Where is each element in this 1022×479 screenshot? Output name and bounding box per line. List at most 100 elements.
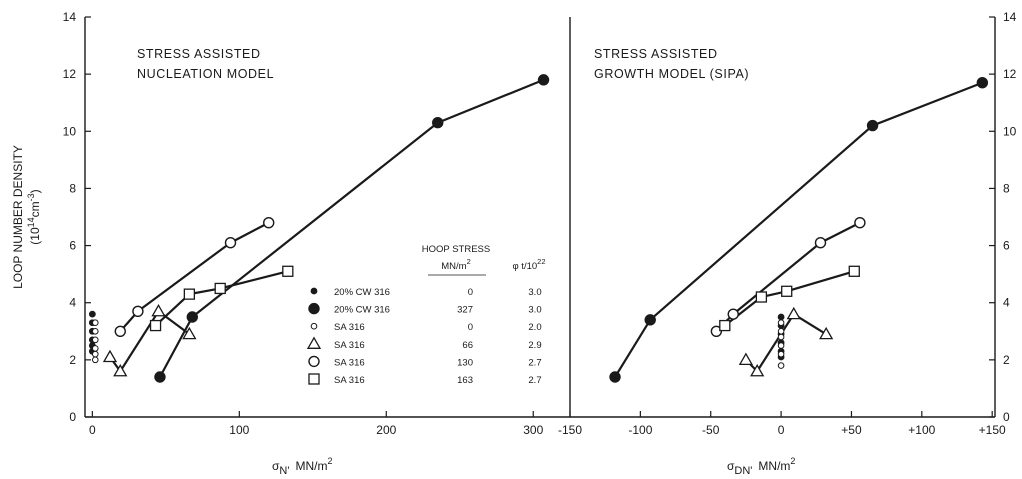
left-y-tick-label: 10 bbox=[63, 124, 77, 138]
legend-fluence: 2.7 bbox=[528, 375, 541, 386]
left-x-tick-label: 100 bbox=[229, 423, 249, 437]
legend-stress: 327 bbox=[457, 305, 473, 316]
legend: HOOP STRESS MN/m2 φ t/1022 20% CW 316 0 3.… bbox=[306, 244, 546, 386]
right-x-tick-label: +150 bbox=[979, 423, 1006, 437]
right-small-open-circle-point bbox=[777, 350, 785, 358]
legend-marker-filled-circle bbox=[308, 302, 320, 315]
legend-stress: 130 bbox=[457, 357, 473, 368]
left-square-line bbox=[154, 270, 289, 327]
left-x-axis-label: σN' MN/m2 bbox=[272, 456, 332, 477]
right-x-tick-label: +100 bbox=[908, 423, 935, 437]
right-y-tick-label: 10 bbox=[1003, 124, 1017, 138]
legend-stress: 0 bbox=[468, 287, 473, 298]
right-y-tick-label: 8 bbox=[1003, 181, 1010, 195]
legend-stress: 66 bbox=[462, 340, 473, 351]
legend-header-stress: HOOP STRESS bbox=[422, 244, 490, 255]
left-y-tick-label: 0 bbox=[69, 410, 76, 424]
left-y-axis-label: LOOP NUMBER DENSITY (1014cm-3) bbox=[11, 145, 42, 289]
legend-fluence: 2.0 bbox=[528, 322, 541, 333]
left-x-symbol: σ bbox=[272, 459, 280, 473]
legend-material: SA 316 bbox=[334, 322, 365, 333]
left-y-tick-label: 6 bbox=[69, 239, 76, 253]
right-x-units-exp: 2 bbox=[790, 456, 795, 466]
legend-material: SA 316 bbox=[334, 375, 365, 386]
right-y-tick-label: 2 bbox=[1003, 353, 1010, 367]
left-triangle-line bbox=[109, 310, 191, 373]
left-title-line-2: NUCLEATION MODEL bbox=[137, 67, 274, 81]
y-label-main: LOOP NUMBER DENSITY bbox=[11, 145, 25, 289]
right-small-open-circle-point bbox=[777, 327, 785, 335]
right-filled-circle-point bbox=[976, 77, 989, 89]
right-filled-circle-point bbox=[866, 119, 879, 132]
left-square-point bbox=[282, 265, 294, 277]
left-triangle-point bbox=[151, 303, 166, 317]
legend-stress: 0 bbox=[468, 322, 473, 333]
legend-fluence-base: φ t/10 bbox=[513, 261, 538, 272]
left-open-circle-line bbox=[119, 221, 270, 333]
y-units-close: ) bbox=[28, 189, 42, 193]
left-small-open-circle-point bbox=[91, 319, 99, 327]
left-square-point bbox=[183, 288, 195, 300]
left-x-units: MN/m bbox=[295, 459, 327, 473]
left-open-circle-point bbox=[263, 217, 275, 229]
left-filled-circle-line bbox=[158, 78, 544, 378]
left-title-line-1: STRESS ASSISTED bbox=[137, 47, 261, 61]
right-y-tick-label: 4 bbox=[1003, 296, 1010, 310]
left-x-tick-label: 0 bbox=[89, 423, 96, 437]
right-x-tick-label: -100 bbox=[628, 423, 652, 437]
left-triangle-point bbox=[113, 363, 128, 377]
left-x-tick-label: 200 bbox=[376, 423, 396, 437]
right-square-point bbox=[719, 319, 731, 332]
y-units-base: (10 bbox=[28, 227, 42, 245]
right-triangle-point bbox=[738, 352, 754, 366]
right-x-tick-label: -150 bbox=[558, 423, 582, 437]
left-x-subscript: N' bbox=[279, 465, 289, 477]
left-small-open-circle-point bbox=[91, 336, 99, 344]
left-y-tick-label: 4 bbox=[69, 296, 76, 310]
left-square-point bbox=[149, 319, 162, 332]
right-square-line bbox=[724, 270, 855, 327]
left-open-circle-point bbox=[114, 325, 126, 337]
left-filled-circle-point bbox=[186, 311, 198, 323]
left-open-circle-point bbox=[132, 305, 144, 317]
right-small-open-circle-point bbox=[777, 333, 785, 341]
right-filled-circle-line bbox=[614, 81, 983, 378]
right-y-tick-label: 14 bbox=[1003, 10, 1017, 24]
legend-material: SA 316 bbox=[334, 340, 365, 351]
right-small-filled-circle-point bbox=[777, 313, 785, 321]
right-filled-circle-point bbox=[609, 371, 621, 383]
left-small-open-circle-point bbox=[91, 327, 99, 335]
left-triangle-point bbox=[182, 326, 197, 340]
legend-fluence: 3.0 bbox=[528, 287, 541, 298]
legend-material: SA 316 bbox=[334, 357, 365, 368]
right-x-symbol: σ bbox=[727, 459, 735, 473]
legend-marker-square bbox=[308, 373, 320, 385]
right-open-circle-point bbox=[854, 217, 866, 229]
right-y-tick-label: 0 bbox=[1003, 410, 1010, 424]
legend-fluence: 2.7 bbox=[528, 357, 541, 368]
legend-material: 20% CW 316 bbox=[334, 305, 390, 316]
legend-stress-units-exp: 2 bbox=[467, 257, 471, 266]
legend-stress-units-base: MN/m bbox=[441, 261, 466, 272]
right-open-circle-point bbox=[814, 237, 827, 249]
left-open-circle-point bbox=[224, 237, 237, 249]
right-square-point bbox=[755, 291, 768, 303]
right-title-line-2: GROWTH MODEL (SIPA) bbox=[594, 67, 749, 81]
right-square-point bbox=[848, 265, 860, 277]
right-small-open-circle-point bbox=[777, 362, 785, 369]
left-filled-circle-point bbox=[154, 371, 166, 383]
right-y-tick-label: 6 bbox=[1003, 239, 1010, 253]
right-open-circle-point bbox=[710, 325, 723, 337]
right-small-open-circle-point bbox=[777, 342, 785, 349]
y-units-cm: cm bbox=[28, 201, 42, 217]
right-square-point bbox=[781, 285, 793, 297]
y-units-exp2: -3 bbox=[26, 193, 36, 201]
right-filled-circle-point bbox=[644, 314, 656, 326]
y-label-units: (1014cm-3) bbox=[26, 189, 42, 244]
legend-marker-triangle bbox=[306, 336, 322, 349]
left-y-tick-label: 12 bbox=[63, 67, 77, 81]
right-x-tick-label: 0 bbox=[778, 423, 785, 437]
